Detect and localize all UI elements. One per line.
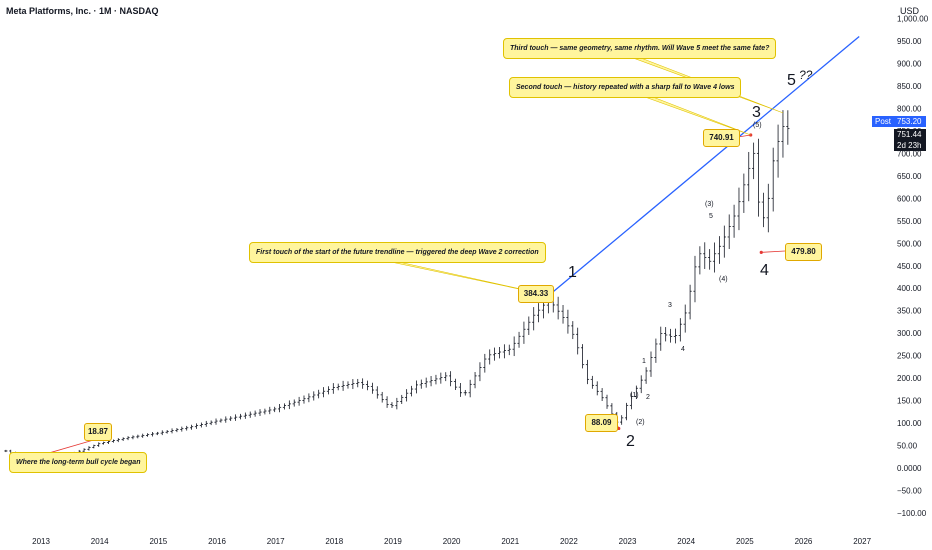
subwave-label-3: 3 [668,302,672,309]
subwave-label-4-paren: (4) [719,276,728,283]
countdown-tag: 2d 23h [894,140,926,151]
x-tick-label: 2014 [91,537,109,546]
price-label-740-91: 740.91 [703,129,740,147]
trendline [548,35,860,296]
y-tick-label: 350.00 [897,307,922,316]
y-tick-label: 550.00 [897,217,922,226]
symbol-title[interactable]: Meta Platforms, Inc. · 1M · NASDAQ [6,6,159,16]
y-tick-label: 0.0000 [897,464,922,473]
price-label-18-87: 18.87 [84,423,112,441]
x-tick-label: 2020 [443,537,461,546]
price-label-dot [759,250,763,254]
x-tick-label: 2025 [736,537,754,546]
post-market-price-tag: 753.20 [894,116,926,127]
price-label-leader [737,134,751,138]
y-tick-label: 400.00 [897,284,922,293]
annotation-third-touch: Third touch — same geometry, same rhythm… [503,38,777,59]
x-tick-label: 2027 [853,537,871,546]
y-tick-label: 650.00 [897,172,922,181]
y-tick-label: 600.00 [897,194,922,203]
y-tick-label: 50.00 [897,442,918,451]
y-tick-label: 300.00 [897,329,922,338]
y-tick-label: −50.00 [897,487,922,496]
x-tick-label: 2022 [560,537,578,546]
last-price-tag: 751.44 [894,129,926,140]
post-market-label: Post [872,116,894,127]
subwave-label-1: 1 [642,358,646,365]
x-tick-label: 2018 [325,537,343,546]
x-tick-label: 2019 [384,537,402,546]
y-tick-label: 100.00 [897,419,922,428]
annotation-first-touch: First touch of the start of the future t… [249,242,546,263]
x-tick-label: 2024 [677,537,695,546]
wave-label-3: 3 [752,104,761,121]
y-tick-label: 450.00 [897,262,922,271]
wave-label-5: 5 [787,72,796,89]
subwave-label-5: 5 [709,213,713,220]
x-tick-label: 2023 [619,537,637,546]
wave-label-4: 4 [760,262,769,279]
x-tick-label: 2015 [149,537,167,546]
wave-label-2: 2 [626,433,635,450]
y-tick-label: 900.00 [897,59,922,68]
currency-label: USD [900,6,920,16]
y-tick-label: 200.00 [897,374,922,383]
y-tick-label: −100.00 [897,509,927,518]
y-tick-label: 500.00 [897,239,922,248]
annotation-second-touch: Second touch — history repeated with a s… [509,77,742,98]
wave-label-question: ?? [799,68,813,82]
price-label-leader [761,250,786,253]
subwave-label-2: 2 [646,394,650,401]
x-tick-label: 2021 [501,537,519,546]
subwave-label-2-paren: (2) [636,419,645,426]
subwave-label-5-paren: (5) [753,122,762,129]
y-tick-label: 950.00 [897,37,922,46]
y-tick-label: 1,000.00 [897,14,929,23]
subwave-label-3-paren: (3) [705,201,714,208]
annotation-bull-cycle-start: Where the long-term bull cycle began [9,452,148,473]
x-tick-label: 2016 [208,537,226,546]
y-tick-label: 800.00 [897,104,922,113]
price-label-384-33: 384.33 [518,285,554,303]
wave-label-1: 1 [568,264,577,281]
x-tick-label: 2026 [795,537,813,546]
y-tick-label: 850.00 [897,82,922,91]
y-tick-label: 250.00 [897,352,922,361]
subwave-label-4: 4 [681,346,685,353]
x-tick-label: 2013 [32,537,50,546]
subwave-label-1-paren: (1) [630,392,639,399]
x-tick-label: 2017 [267,537,285,546]
price-label-479-80: 479.80 [785,243,822,261]
price-label-88-09: 88.09 [585,414,618,432]
y-tick-label: 150.00 [897,397,922,406]
y-tick-label: 700.00 [897,149,922,158]
